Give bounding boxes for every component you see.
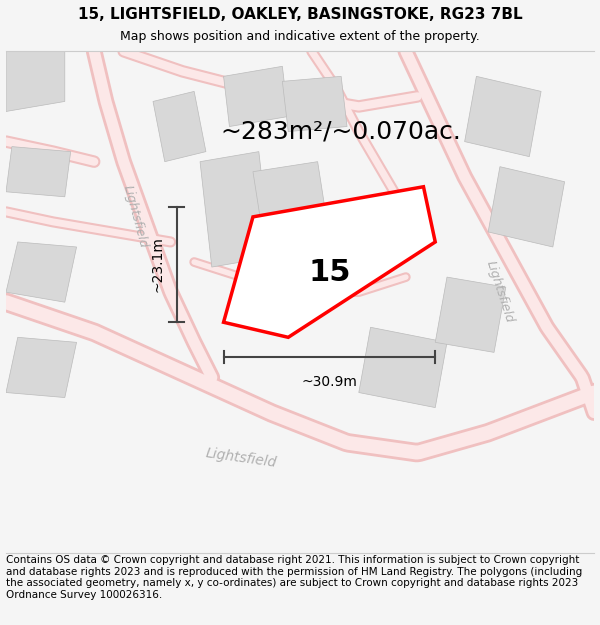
Text: Lightsfield: Lightsfield <box>121 184 150 250</box>
Text: Lightsfield: Lightsfield <box>484 259 516 325</box>
Text: ~283m²/~0.070ac.: ~283m²/~0.070ac. <box>221 119 461 144</box>
Text: ~23.1m: ~23.1m <box>151 237 165 292</box>
Polygon shape <box>224 66 288 126</box>
Polygon shape <box>6 242 77 302</box>
Polygon shape <box>488 167 565 247</box>
Polygon shape <box>435 277 506 352</box>
Text: ~30.9m: ~30.9m <box>301 375 358 389</box>
Text: Contains OS data © Crown copyright and database right 2021. This information is : Contains OS data © Crown copyright and d… <box>6 555 582 600</box>
Polygon shape <box>200 152 271 267</box>
Text: Map shows position and indicative extent of the property.: Map shows position and indicative extent… <box>120 31 480 43</box>
Text: 15: 15 <box>308 258 350 287</box>
Polygon shape <box>153 91 206 162</box>
Polygon shape <box>6 147 71 197</box>
Polygon shape <box>6 51 65 111</box>
Polygon shape <box>253 162 329 247</box>
Polygon shape <box>464 76 541 157</box>
Text: 15, LIGHTSFIELD, OAKLEY, BASINGSTOKE, RG23 7BL: 15, LIGHTSFIELD, OAKLEY, BASINGSTOKE, RG… <box>77 7 523 22</box>
Polygon shape <box>359 328 447 408</box>
Text: Lightsfield: Lightsfield <box>205 446 278 470</box>
Polygon shape <box>6 338 77 398</box>
Polygon shape <box>224 187 435 338</box>
Polygon shape <box>283 76 347 131</box>
